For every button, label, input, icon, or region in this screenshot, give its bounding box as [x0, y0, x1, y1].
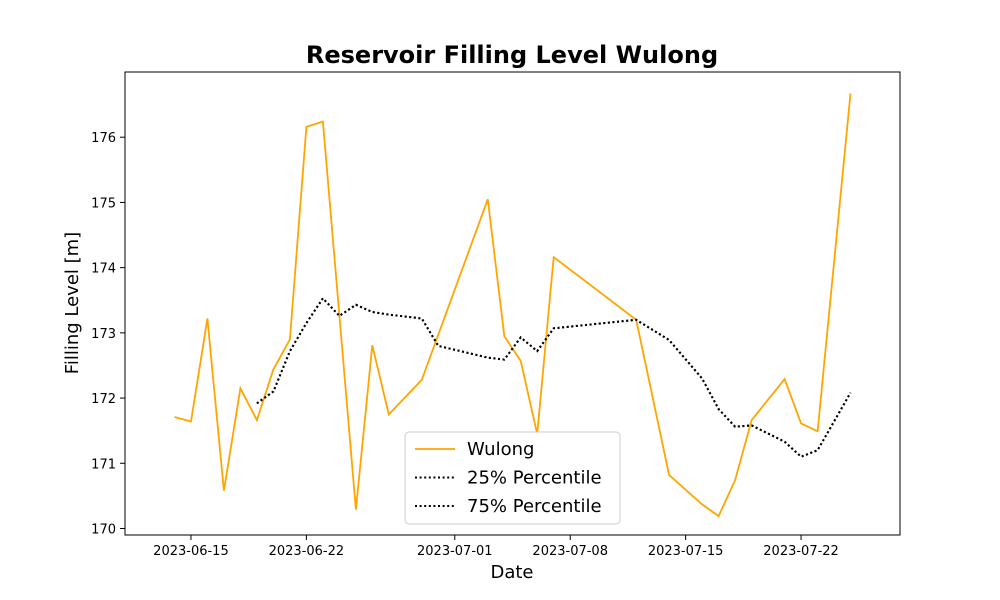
legend-label: 25% Percentile: [467, 468, 602, 489]
series-line-2: [256, 296, 852, 458]
chart-title: Reservoir Filling Level Wulong: [306, 41, 718, 69]
x-tick-label: 2023-07-01: [417, 544, 493, 559]
y-tick-label: 173: [91, 327, 116, 342]
y-tick-label: 170: [91, 522, 116, 537]
x-axis-label: Date: [490, 562, 533, 583]
x-tick-label: 2023-06-15: [153, 544, 229, 559]
x-axis: 2023-06-15 2023-06-22 2023-07-01 2023-07-08…: [153, 535, 839, 559]
y-axis: 170 171 172 173 174 175 176: [91, 131, 125, 537]
legend: Wulong 25% Percentile 75% Percentile: [404, 431, 621, 525]
plot-frame: [124, 71, 901, 536]
series-layer: [174, 93, 852, 518]
y-tick-label: 172: [91, 392, 116, 407]
x-tick-label: 2023-07-08: [532, 544, 608, 559]
legend-label: Wulong: [467, 439, 534, 460]
y-axis-label: Filling Level [m]: [62, 232, 83, 374]
legend-label: 75% Percentile: [467, 496, 602, 517]
legend-box: [404, 431, 621, 525]
y-tick-label: 171: [91, 457, 116, 472]
y-tick-label: 176: [91, 131, 116, 146]
x-tick-label: 2023-07-22: [763, 544, 839, 559]
series-line-0: [174, 93, 852, 518]
x-tick-label: 2023-06-22: [269, 544, 345, 559]
y-tick-label: 174: [91, 262, 116, 277]
x-tick-label: 2023-07-15: [648, 544, 724, 559]
y-tick-label: 175: [91, 196, 116, 211]
